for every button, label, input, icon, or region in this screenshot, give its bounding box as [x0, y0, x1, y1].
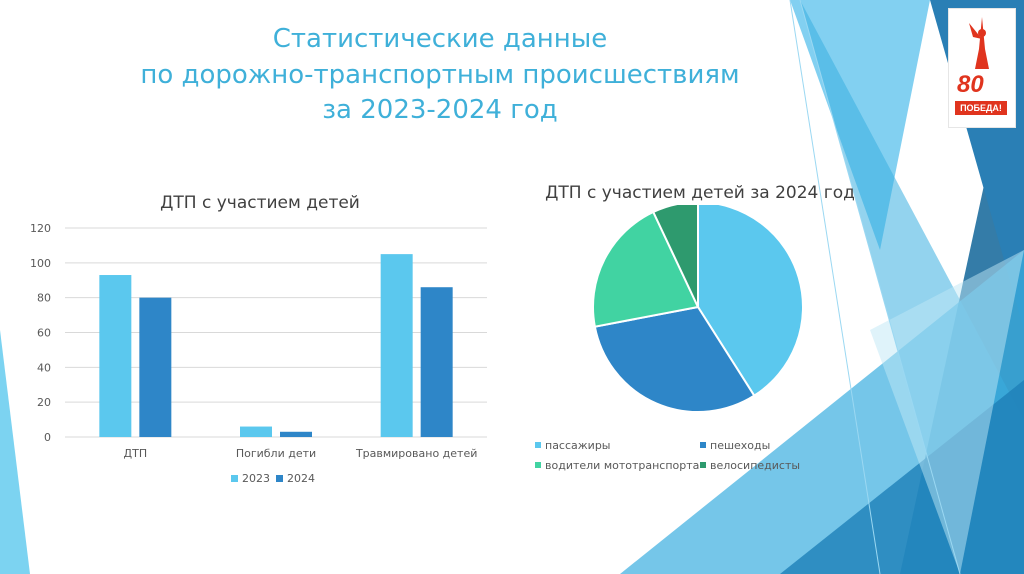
pie-chart: пассажиры пешеходы водители мототранспорта…	[535, 205, 804, 472]
pie-legend-swatch-1	[535, 442, 541, 448]
slide-title-line-1: Статистические данные	[272, 24, 608, 54]
bar-2024-2	[280, 431, 312, 437]
pie-slice-2	[593, 305, 756, 413]
slide-title-line-3: за 2023-2024 год	[322, 95, 558, 125]
x-category-label: Травмировано детей	[355, 447, 477, 460]
y-tick-label: 40	[37, 361, 51, 374]
y-tick-label: 20	[37, 396, 51, 409]
bar-chart-title: ДТП с участием детей	[160, 193, 360, 213]
x-category-label: Погибли дети	[236, 447, 316, 460]
legend-swatch-2023	[231, 475, 238, 482]
legend-label-2023: 2023	[242, 472, 270, 485]
pie-legend-swatch-3	[535, 462, 541, 468]
y-tick-label: 0	[44, 431, 51, 444]
pie-legend-label-4: велосипедисты	[710, 459, 800, 472]
y-tick-label: 120	[30, 222, 51, 235]
bar-2023-3	[380, 254, 413, 437]
bar-2024-3	[420, 287, 453, 437]
pie-chart-title: ДТП с участием детей за 2024 год	[545, 183, 855, 203]
legend-label-2024: 2024	[287, 472, 315, 485]
pie-slice-3	[592, 210, 700, 328]
y-tick-label: 80	[37, 292, 51, 305]
bar-2023-1	[99, 275, 132, 437]
monument-icon	[969, 17, 989, 69]
pie-legend-label-2: пешеходы	[710, 439, 770, 452]
slide-title-line-2: по дорожно-транспортным происшествиям	[140, 60, 740, 90]
pie-legend-label-3: водители мототранспорта	[545, 459, 699, 472]
logo-number: 80	[957, 71, 984, 98]
y-tick-label: 60	[37, 327, 51, 340]
x-category-label: ДТП	[124, 447, 148, 460]
y-tick-label: 100	[30, 257, 51, 270]
logo-text: ПОБЕДА!	[955, 101, 1007, 115]
pie-slice-4	[651, 205, 699, 308]
legend-swatch-2024	[276, 475, 283, 482]
pie-legend-swatch-4	[700, 462, 706, 468]
pie-legend-swatch-2	[700, 442, 706, 448]
bar-2024-1	[139, 297, 172, 437]
bar-2023-2	[240, 426, 272, 437]
victory-80-logo: 80 ПОБЕДА!	[948, 8, 1016, 128]
pie-legend-label-1: пассажиры	[545, 439, 611, 452]
bar-chart: 0 20 40 60 80 100 120 ДТП Погибли дети Травмирова…	[30, 222, 487, 485]
